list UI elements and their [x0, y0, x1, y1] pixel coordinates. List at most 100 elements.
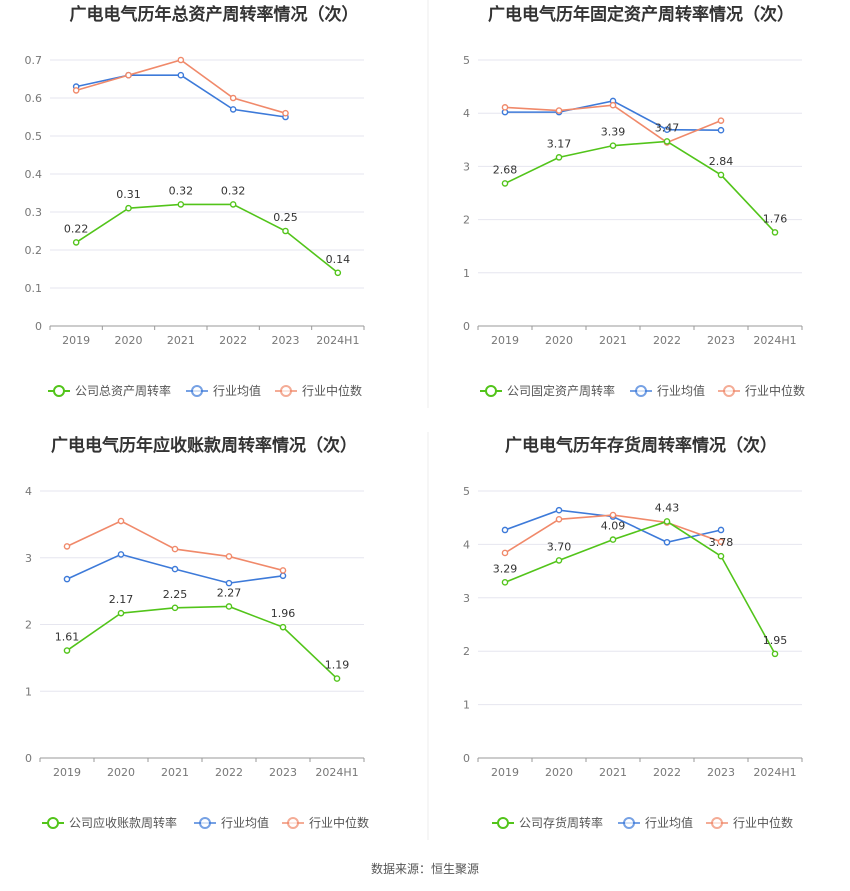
data-label: 2.27 — [217, 586, 242, 599]
data-label: 1.96 — [271, 607, 296, 620]
data-point-avg — [279, 572, 287, 580]
data-point-company — [501, 180, 509, 187]
y-tick-label: 1 — [463, 699, 470, 712]
x-tick-label: 2019 — [491, 766, 519, 779]
data-point-company — [555, 154, 563, 161]
y-tick-label: 5 — [463, 54, 470, 67]
data-point-company — [229, 201, 237, 208]
x-tick-label: 2023 — [269, 766, 297, 779]
y-tick-label: 0.4 — [25, 168, 43, 181]
data-point-avg — [177, 71, 185, 79]
data-point-avg — [171, 565, 179, 573]
legend-item-company: 公司总资产周转率 — [48, 383, 171, 398]
series-median — [63, 517, 287, 574]
data-point-median — [609, 511, 617, 519]
data-label: 0.32 — [169, 184, 194, 197]
x-tick-label: 2024H1 — [315, 766, 358, 779]
data-point-company — [663, 518, 671, 525]
data-point-avg — [225, 579, 233, 587]
x-tick-label: 2021 — [599, 766, 627, 779]
series-line-median — [66, 520, 284, 572]
x-tick-label: 2021 — [161, 766, 189, 779]
legend-swatch-marker — [199, 817, 211, 829]
legend-swatch-marker — [635, 385, 647, 397]
x-tick-label: 2023 — [707, 334, 735, 347]
y-tick-label: 4 — [463, 107, 470, 120]
data-label: 1.61 — [55, 631, 80, 644]
legend-item-median: 行业中位数 — [706, 815, 793, 830]
x-tick-label: 2020 — [545, 334, 573, 347]
data-point-median — [555, 107, 563, 114]
legend-label: 公司固定资产周转率 — [507, 383, 615, 398]
data-point-median — [279, 567, 287, 574]
data-point-company — [125, 204, 132, 212]
data-point-median — [171, 545, 179, 553]
series-company: 3.29 3.70 4.09 4.43 3.78 1.95 — [493, 501, 787, 658]
x-tick-label: 2019 — [62, 334, 90, 347]
y-tick-label: 0 — [35, 320, 42, 333]
series-line-company — [75, 203, 339, 274]
series-line-company — [66, 605, 338, 680]
y-tick-label: 0.3 — [25, 206, 43, 219]
data-source-footer: 数据来源：恒生聚源 — [370, 862, 479, 876]
data-point-company — [771, 229, 779, 236]
legend-label: 行业中位数 — [302, 383, 362, 398]
legend-label: 行业中位数 — [733, 815, 793, 830]
data-point-median — [229, 94, 237, 102]
data-point-median — [225, 553, 233, 560]
data-point-median — [282, 109, 289, 117]
data-point-median — [501, 104, 509, 111]
chart-panel-2: 广电电气历年固定资产周转率情况（次） 0 1 2 3 4 5 2019 2020 2021 2022… — [463, 4, 805, 398]
chart-title: 广电电气历年存货周转率情况（次） — [505, 435, 777, 456]
legend-item-avg: 行业均值 — [194, 815, 269, 830]
y-tick-label: 1 — [463, 267, 470, 280]
data-point-median — [501, 549, 509, 557]
x-tick-label: 2023 — [272, 334, 300, 347]
data-label: 0.32 — [221, 184, 246, 197]
data-point-avg — [229, 106, 237, 113]
data-point-company — [72, 239, 80, 246]
x-tick-label: 2024H1 — [316, 334, 359, 347]
x-tick-label: 2022 — [215, 766, 243, 779]
y-tick-label: 0 — [463, 752, 470, 765]
data-point-company — [717, 552, 725, 560]
data-point-company — [282, 227, 289, 235]
data-label: 1.19 — [325, 659, 350, 672]
data-point-avg — [717, 526, 725, 534]
legend-label: 公司总资产周转率 — [75, 383, 171, 398]
data-point-company — [171, 604, 179, 612]
data-point-company — [334, 269, 342, 277]
x-tick-label: 2020 — [107, 766, 135, 779]
series-company: 0.22 0.31 0.32 0.32 0.25 0.14 — [64, 184, 350, 277]
data-point-company — [609, 142, 617, 149]
x-tick-label: 2019 — [491, 334, 519, 347]
series-line-median — [75, 59, 286, 114]
legend-item-median: 行业中位数 — [275, 383, 362, 398]
data-point-company — [555, 557, 563, 564]
series-line-company — [504, 140, 776, 233]
legend-item-company: 公司存货周转率 — [492, 815, 603, 830]
data-label: 4.09 — [601, 520, 626, 533]
data-label: 4.43 — [655, 501, 680, 514]
legend-swatch-marker — [485, 385, 497, 397]
data-label: 2.68 — [493, 163, 518, 176]
legend-swatch-marker — [191, 385, 203, 397]
data-point-median — [609, 101, 617, 109]
data-point-company — [225, 603, 233, 610]
y-tick-label: 5 — [463, 485, 470, 498]
data-point-median — [72, 87, 80, 94]
series-company: 2.68 3.17 3.39 3.47 2.84 1.76 — [493, 121, 787, 236]
data-point-median — [555, 516, 563, 523]
x-tick-label: 2023 — [707, 766, 735, 779]
legend-label: 行业均值 — [221, 815, 269, 830]
y-tick-label: 2 — [463, 214, 470, 227]
y-tick-label: 3 — [463, 592, 470, 605]
legend-swatch-marker — [623, 817, 635, 829]
data-point-company — [771, 650, 779, 658]
series-avg — [63, 551, 287, 587]
data-point-median — [177, 56, 185, 64]
legend-label: 行业中位数 — [745, 383, 805, 398]
data-point-avg — [663, 538, 671, 546]
legend-swatch-marker — [47, 817, 59, 829]
data-point-company — [63, 647, 71, 654]
